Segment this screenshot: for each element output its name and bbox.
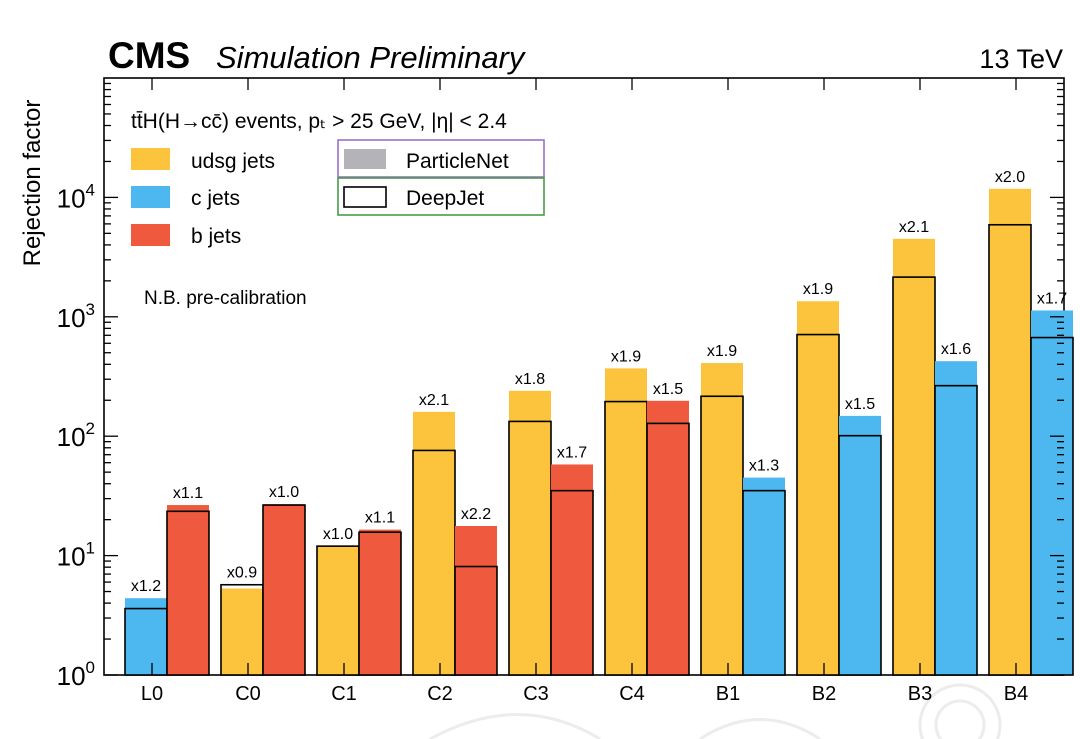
bar-particlenet-C4-b	[647, 400, 689, 675]
bar-particlenet-C0-b	[263, 504, 305, 675]
bar-particlenet-B3-udsg	[893, 238, 935, 675]
ratio-label: x1.9	[707, 343, 737, 360]
bar-particlenet-C0-udsg	[221, 588, 263, 675]
x-tick-label: C1	[331, 683, 357, 705]
bar-deepjet-C1-b	[358, 531, 402, 676]
ratio-label: x1.1	[173, 485, 203, 502]
x-tick-label: C0	[235, 683, 261, 705]
y-tick-label: 103	[57, 300, 95, 333]
bars-layer: x1.2 x1.1 x0.9 x1.0 x1.0 x1.1 x2.1 x2.2 x1.8 x1.7…	[124, 169, 1074, 676]
x-tick-label: C3	[523, 683, 549, 705]
bar-particlenet-B4-c	[1031, 310, 1073, 675]
bar-deepjet-B3-c	[934, 384, 978, 676]
x-tick-label: C2	[427, 683, 453, 705]
x-tick-label: B1	[716, 683, 740, 705]
x-tick-label: B2	[812, 683, 836, 705]
x-tick-label: C4	[619, 683, 645, 705]
x-tick-label: B4	[1004, 683, 1028, 705]
legend-label-b: b jets	[191, 225, 241, 248]
bar-deepjet-C2-b	[454, 565, 498, 676]
bar-particlenet-L0-b	[167, 505, 209, 675]
ratio-label: x1.7	[557, 444, 587, 461]
y-tick-label: 102	[57, 419, 95, 452]
y-axis-label: Rejection factor	[19, 100, 46, 267]
y-tick-label: 100	[57, 658, 95, 691]
bar-deepjet-C0-b	[262, 504, 306, 676]
y-tick-label: 101	[57, 539, 95, 572]
bar-particlenet-C3-udsg	[509, 390, 551, 675]
bar-particlenet-L0-c	[125, 598, 167, 675]
legend-label-c: c jets	[191, 187, 240, 210]
legend-label-particlenet: ParticleNet	[406, 150, 509, 173]
ratio-label: x2.1	[899, 219, 929, 236]
legend-flavour: udsg jets c jets b jets	[131, 148, 275, 248]
axis-ticks: 100 101 102 103 104 L0 C0 C1 C2 C3 C4 B1 B2 B3 B4	[57, 78, 1064, 705]
legend-swatch-b	[131, 224, 170, 246]
ratio-label: x1.8	[515, 371, 545, 388]
ratio-label: x1.5	[653, 381, 683, 398]
x-tick-label: B3	[908, 683, 932, 705]
process-label: tt̄H(H→cc̄) events, pₜ > 25 GeV, |η| < 2…	[131, 110, 507, 133]
x-tick-label: L0	[141, 683, 163, 705]
header-status: Simulation Preliminary	[216, 40, 527, 75]
note-label: N.B. pre-calibration	[144, 288, 307, 309]
ratio-label: x1.9	[803, 281, 833, 298]
legend-swatch-deepjet	[343, 186, 387, 208]
ratio-label: x1.7	[1037, 290, 1067, 307]
ratio-label: x1.5	[845, 396, 875, 413]
bar-particlenet-B2-c	[839, 415, 881, 675]
bar-particlenet-B2-udsg	[797, 301, 839, 675]
background-watermark	[429, 683, 1002, 739]
legend-swatch-udsg	[131, 148, 170, 170]
ratio-label: x2.2	[461, 506, 491, 523]
legend-swatch-particlenet	[344, 149, 386, 169]
bar-deepjet-C4-b	[646, 422, 690, 676]
y-tick-label: 104	[57, 180, 95, 213]
bar-particlenet-C1-b	[359, 529, 401, 675]
bar-particlenet-C2-b	[455, 525, 497, 675]
legend-box-deepjet	[337, 177, 545, 216]
ratio-label: x1.1	[365, 510, 395, 527]
ratio-label: x2.1	[419, 392, 449, 409]
legend-label-deepjet: DeepJet	[406, 187, 484, 210]
bar-particlenet-B3-c	[935, 361, 977, 675]
legend-box-particlenet	[337, 139, 545, 178]
ratio-label: x1.0	[323, 526, 353, 543]
legend-swatch-c	[131, 186, 170, 208]
legend-label-udsg: udsg jets	[191, 150, 275, 173]
ratio-label: x1.0	[269, 484, 299, 501]
ratio-label: x1.6	[941, 341, 971, 358]
bar-particlenet-C4-udsg	[605, 368, 647, 675]
bar-deepjet-C3-b	[550, 489, 594, 676]
bar-deepjet-L0-b	[166, 510, 210, 676]
bar-particlenet-B1-c	[743, 477, 785, 675]
ratio-label: x0.9	[227, 565, 257, 582]
header-energy: 13 TeV	[979, 44, 1063, 74]
ratio-label: x1.2	[131, 578, 161, 595]
ratio-label: x2.0	[995, 169, 1025, 186]
header-cms: CMS	[108, 35, 190, 76]
bar-particlenet-C1-udsg	[317, 546, 359, 675]
bar-particlenet-C3-b	[551, 464, 593, 675]
ratio-label: x1.9	[611, 348, 641, 365]
bar-particlenet-B4-udsg	[989, 188, 1031, 675]
bar-particlenet-B1-udsg	[701, 363, 743, 675]
bar-deepjet-B2-c	[838, 434, 882, 676]
legend-tagger: ParticleNet DeepJet	[337, 139, 545, 216]
bar-particlenet-C2-udsg	[413, 411, 455, 675]
ratio-label: x1.3	[749, 458, 779, 475]
bar-deepjet-B1-c	[742, 489, 786, 676]
